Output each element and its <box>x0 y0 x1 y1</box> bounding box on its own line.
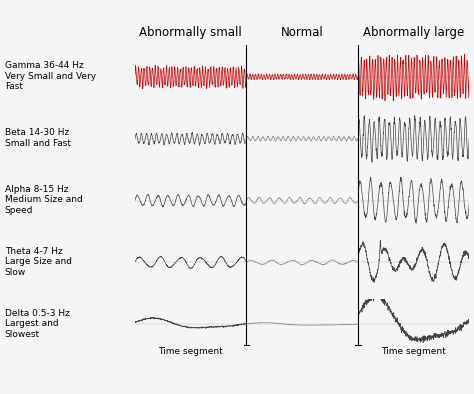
Text: Theta 4-7 Hz
Large Size and
Slow: Theta 4-7 Hz Large Size and Slow <box>5 247 72 277</box>
Text: Time segment: Time segment <box>381 347 446 356</box>
Text: Time segment: Time segment <box>158 347 223 356</box>
Text: Gamma 36-44 Hz
Very Small and Very
Fast: Gamma 36-44 Hz Very Small and Very Fast <box>5 61 96 91</box>
Text: Abnormally small: Abnormally small <box>139 26 242 39</box>
Text: Delta 0.5-3 Hz
Largest and
Slowest: Delta 0.5-3 Hz Largest and Slowest <box>5 309 70 338</box>
Text: Beta 14-30 Hz
Small and Fast: Beta 14-30 Hz Small and Fast <box>5 128 71 148</box>
Text: Abnormally large: Abnormally large <box>363 26 464 39</box>
Text: Normal: Normal <box>281 26 324 39</box>
Text: Alpha 8-15 Hz
Medium Size and
Speed: Alpha 8-15 Hz Medium Size and Speed <box>5 185 82 215</box>
